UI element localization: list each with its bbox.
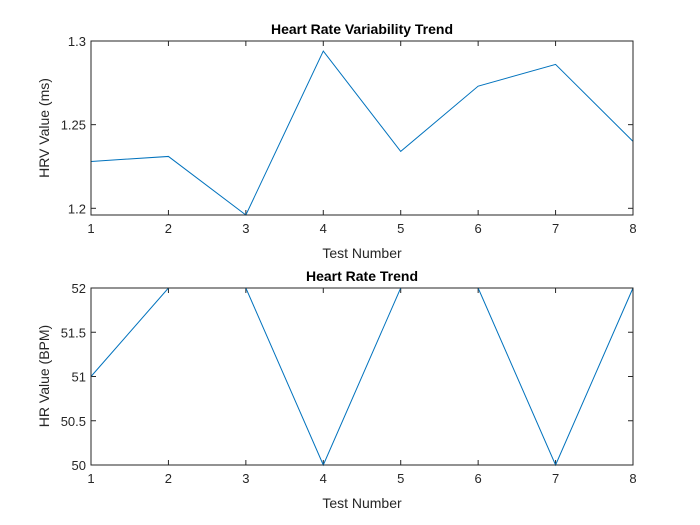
chart-title: Heart Rate Variability Trend: [271, 21, 453, 37]
series-line: [90, 50, 634, 216]
series-group: [90, 50, 634, 216]
x-tick-label: 1: [87, 221, 94, 236]
x-tick-label: 4: [320, 221, 327, 236]
hr-trend-panel: Heart Rate Trend 1 2 3 4 5 6 7 8 50 50.5 51 51.5 52…: [36, 268, 637, 511]
x-axis-label: Test Number: [322, 245, 402, 261]
x-tick-label: 7: [552, 471, 559, 486]
x-tick-label: 6: [475, 471, 482, 486]
y-axis-label: HR Value (BPM): [36, 325, 52, 427]
y-tick-label: 50: [72, 458, 86, 473]
y-tick-labels: 1.2 1.25 1.3: [61, 34, 86, 216]
x-tick-label: 7: [552, 221, 559, 236]
x-tick-label: 8: [629, 221, 636, 236]
y-tick-labels: 50 50.5 51 51.5 52: [61, 281, 86, 473]
x-axis-label: Test Number: [322, 495, 402, 511]
axes-box: [90, 287, 634, 466]
axes-box: [90, 40, 634, 216]
plot-area: [91, 41, 633, 215]
hrv-trend-panel: Heart Rate Variability Trend 1 2 3 4 5 6 7 8 1.…: [36, 21, 637, 261]
x-tick-marks: [90, 41, 634, 215]
x-tick-label: 3: [242, 471, 249, 486]
x-tick-label: 4: [320, 471, 327, 486]
y-tick-label: 50.5: [61, 414, 86, 429]
y-tick-label: 52: [72, 281, 86, 296]
chart-title: Heart Rate Trend: [306, 268, 418, 284]
x-tick-label: 6: [475, 221, 482, 236]
y-tick-label: 51: [72, 370, 86, 385]
y-tick-label: 51.5: [61, 325, 86, 340]
y-tick-label: 1.2: [68, 201, 86, 216]
y-tick-label: 1.25: [61, 118, 86, 133]
x-tick-labels: 1 2 3 4 5 6 7 8: [87, 471, 636, 486]
x-tick-label: 5: [397, 471, 404, 486]
x-tick-label: 5: [397, 221, 404, 236]
x-tick-label: 1: [87, 471, 94, 486]
x-tick-label: 2: [165, 471, 172, 486]
x-tick-label: 3: [242, 221, 249, 236]
x-tick-labels: 1 2 3 4 5 6 7 8: [87, 221, 636, 236]
y-axis-label: HRV Value (ms): [36, 78, 52, 178]
x-tick-label: 2: [165, 221, 172, 236]
x-tick-label: 8: [629, 471, 636, 486]
y-tick-label: 1.3: [68, 34, 86, 49]
